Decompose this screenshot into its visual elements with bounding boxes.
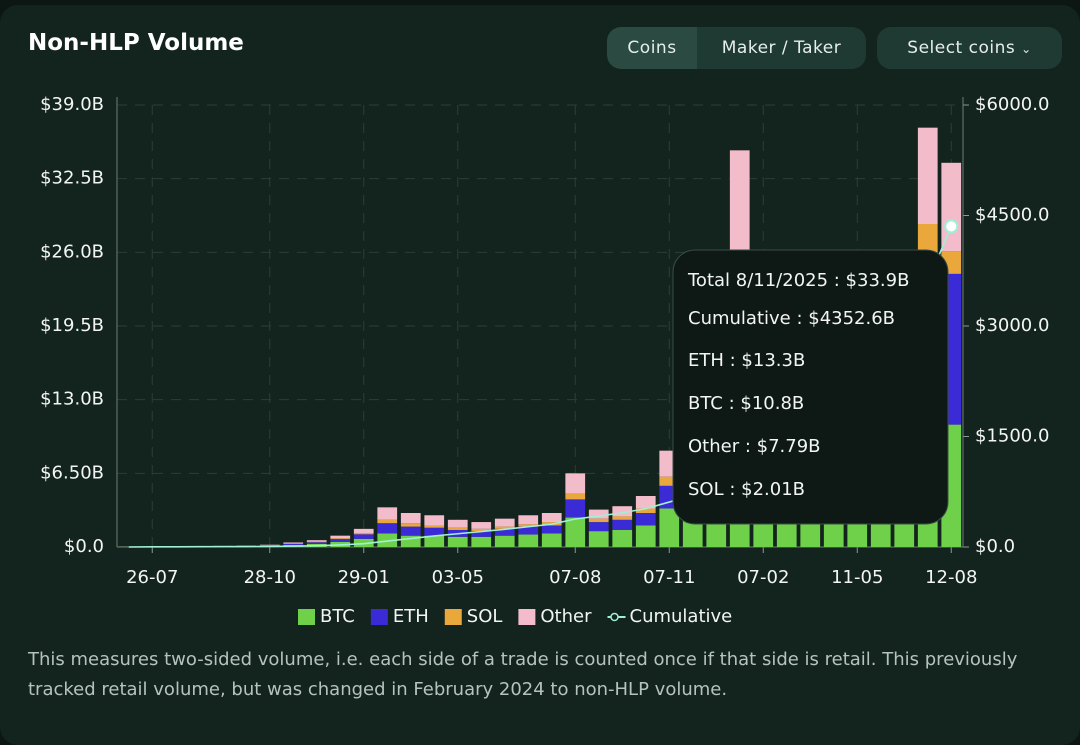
bar-segment	[448, 520, 468, 528]
x-tick-label: 11-05	[831, 567, 883, 588]
tooltip-line: BTC : $10.8B	[688, 393, 804, 414]
bar-segment	[636, 525, 656, 547]
legend-label: SOL	[467, 606, 503, 627]
hover-point	[945, 220, 957, 232]
bar-segment	[612, 516, 632, 519]
bar-segment	[354, 529, 374, 533]
legend-label: ETH	[393, 606, 429, 627]
x-tick-label: 29-01	[338, 567, 390, 588]
bar-segment	[495, 536, 515, 547]
bar-segment	[424, 525, 444, 527]
bar-segment	[565, 499, 585, 517]
x-tick-label: 26-07	[126, 567, 178, 588]
y-tick-label: $26.0B	[40, 241, 104, 262]
bar-segment	[424, 528, 444, 536]
bar-segment	[448, 528, 468, 530]
chart: $0.0 $6.50B $13.0B $19.5B $26.0B $32.5B $39.0B…	[0, 0, 1080, 640]
bar-segment	[542, 513, 562, 522]
tooltip: Total 8/11/2025 : $33.9B Cumulative : $43…	[673, 250, 948, 524]
bar-segment	[354, 533, 374, 534]
x-tick-label: 28-10	[244, 567, 296, 588]
bar-segment	[307, 542, 327, 544]
bar-segment	[377, 507, 397, 519]
bar-segment	[941, 163, 961, 251]
bar-segment	[307, 540, 327, 542]
bar-segment	[377, 520, 397, 523]
footnote: This measures two-sided volume, i.e. eac…	[28, 645, 1048, 705]
bar-segment	[589, 531, 609, 547]
bar-segment	[471, 522, 491, 529]
legend-swatch	[298, 609, 315, 625]
bar-segment	[565, 473, 585, 493]
legend-label: BTC	[320, 606, 355, 627]
y2-tick-label: $6000.0	[975, 94, 1049, 115]
y2-tick-label: $0.0	[975, 536, 1015, 557]
bar-segment	[471, 537, 491, 547]
y2-tick-label: $4500.0	[975, 205, 1049, 226]
tooltip-line: Other : $7.79B	[688, 436, 821, 457]
bar-segment	[448, 537, 468, 547]
y2-tick-label: $3000.0	[975, 315, 1049, 336]
bar-segment	[589, 522, 609, 531]
bar-segment	[612, 530, 632, 547]
y-tick-label: $0.0	[64, 536, 104, 557]
bar-segment	[518, 535, 538, 547]
y-tick-label: $32.5B	[40, 168, 104, 189]
x-tick-label: 07-11	[643, 567, 695, 588]
bar-segment	[330, 539, 350, 542]
bar-segment	[495, 519, 515, 527]
tooltip-line: Cumulative : $4352.6B	[688, 308, 895, 329]
bar-segment	[612, 520, 632, 530]
x-tick-label: 07-02	[737, 567, 789, 588]
bar-segment	[401, 527, 421, 536]
bar-segment	[636, 513, 656, 525]
legend-marker	[611, 614, 618, 621]
y-tick-label: $39.0B	[40, 94, 104, 115]
tooltip-line: ETH : $13.3B	[688, 350, 805, 371]
bar-segment	[542, 533, 562, 547]
x-tick-label: 03-05	[432, 567, 484, 588]
y2-tick-label: $1500.0	[975, 426, 1049, 447]
x-tick-label: 07-08	[549, 567, 601, 588]
bar-segment	[918, 128, 938, 224]
legend-swatch	[445, 609, 462, 625]
tooltip-line: SOL : $2.01B	[688, 479, 805, 500]
bar-segment	[424, 515, 444, 525]
bar-segment	[518, 515, 538, 524]
legend-swatch	[518, 609, 535, 625]
bar-segment	[565, 494, 585, 500]
bar-segment	[377, 523, 397, 533]
bar-segment	[283, 542, 303, 543]
bar-segment	[918, 224, 938, 252]
bar-segment	[354, 534, 374, 539]
x-tick-label: 12-08	[925, 567, 977, 588]
bar-segment	[589, 519, 609, 522]
legend-label: Other	[540, 606, 592, 627]
page: Non-HLP Volume Coins Maker / Taker Selec…	[0, 0, 1080, 716]
y-tick-label: $6.50B	[40, 462, 104, 483]
bar-segment	[330, 538, 350, 539]
bar-segment	[330, 536, 350, 539]
bar-segment	[401, 513, 421, 523]
legend-label: Cumulative	[630, 606, 733, 627]
bar-segment	[260, 545, 280, 546]
tooltip-line: Total 8/11/2025 : $33.9B	[687, 270, 909, 291]
bar-segment	[565, 518, 585, 547]
bar-segment	[401, 523, 421, 526]
legend-swatch	[371, 609, 388, 625]
bar-segment	[283, 544, 303, 545]
bar-segment	[542, 525, 562, 533]
y-tick-label: $13.0B	[40, 389, 104, 410]
y-tick-label: $19.5B	[40, 315, 104, 336]
